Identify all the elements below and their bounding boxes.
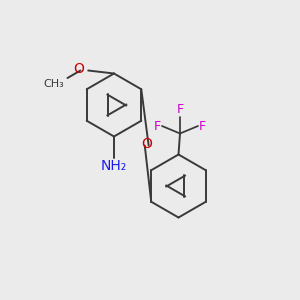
Text: F: F xyxy=(199,119,206,133)
Text: NH₂: NH₂ xyxy=(101,159,127,173)
Text: F: F xyxy=(176,103,184,116)
Text: O: O xyxy=(73,62,84,76)
Text: F: F xyxy=(154,119,161,133)
Text: CH₃: CH₃ xyxy=(44,79,64,89)
Text: O: O xyxy=(141,137,152,151)
